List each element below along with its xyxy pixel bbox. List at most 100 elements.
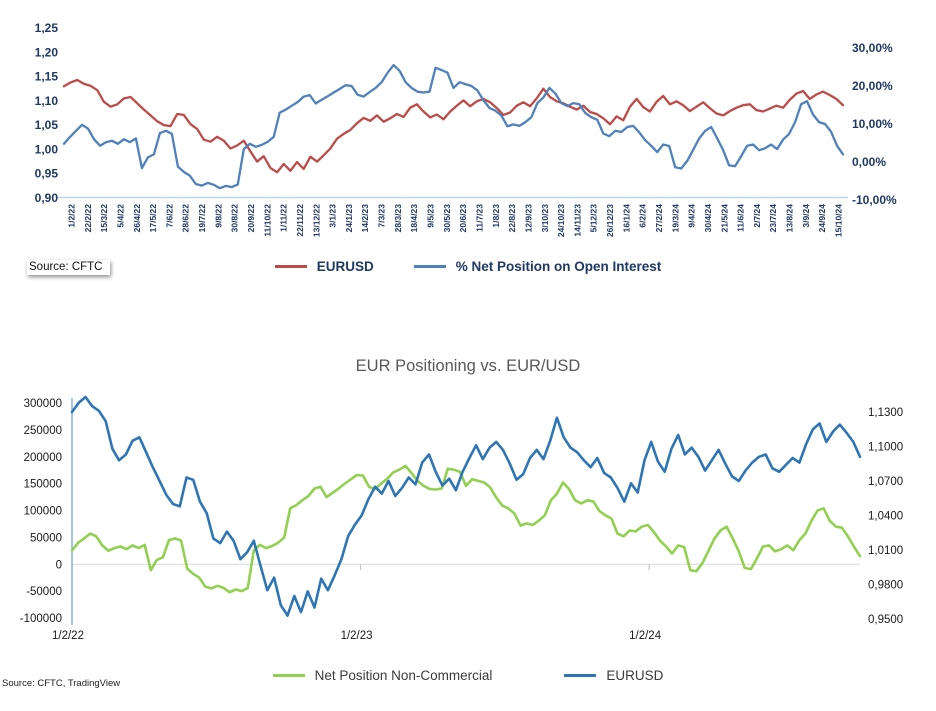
top-x-axis-label: 5/12/23	[589, 204, 599, 233]
top-legend: EURUSD % Net Position on Open Interest	[0, 259, 936, 274]
top-x-axis-label: 5/4/22	[115, 204, 125, 228]
top-x-axis-label: 22/11/22	[295, 204, 305, 237]
top-x-axis-label: 30/5/23	[442, 204, 452, 233]
top-x-axis-label: 9/4/24	[687, 204, 697, 228]
top-x-axis-label: 3/10/23	[540, 204, 550, 233]
top-x-axis-label: 3/9/24	[801, 204, 811, 228]
bottom-right-axis-label: 1,0400	[868, 511, 903, 523]
top-x-axis-label: 1/11/22	[279, 204, 289, 232]
top-x-axis-label: 30/4/24	[703, 204, 713, 233]
bottom-left-axis-label: 150000	[24, 479, 62, 491]
top-x-axis-label: 14/2/23	[360, 204, 370, 233]
top-x-axis-label: 28/6/22	[181, 204, 191, 233]
top-left-axis-label: 1,20	[35, 45, 59, 59]
net-position-pct-line	[62, 63, 845, 190]
top-x-axis-label: 11/7/23	[474, 204, 484, 232]
top-x-axis-label: 27/2/24	[654, 204, 664, 233]
legend-item-net-position: Net Position Non-Commercial	[272, 668, 493, 683]
bottom-right-axis-label: 0,9500	[868, 614, 903, 626]
eurusd-bottom-line-swatch	[564, 674, 597, 677]
bottom-left-axis-label: 250000	[24, 425, 62, 437]
bottom-left-axis-label: 100000	[24, 506, 62, 518]
bottom-right-axis-label: 1,0100	[868, 545, 903, 557]
top-right-axis-label: -10,00%	[852, 193, 897, 207]
top-left-axis-label: 0,95	[35, 167, 59, 181]
bottom-source-label: Source: CFTC, TradingView	[2, 678, 121, 689]
bottom-x-axis-label: 1/2/24	[629, 630, 662, 642]
top-x-axis-label: 11/6/24	[736, 204, 746, 232]
top-x-axis-label: 11/10/22	[262, 204, 272, 237]
top-left-axis-label: 1,00	[35, 142, 59, 156]
top-x-axis-label: 2/7/24	[752, 204, 762, 228]
top-left-axis-label: 1,25	[35, 21, 59, 35]
top-x-axis-label: 26/4/22	[132, 204, 142, 233]
top-x-axis-label: 14/11/23	[572, 204, 582, 237]
bottom-right-axis-label: 1,0700	[868, 476, 903, 488]
top-source-label: Source: CFTC	[27, 260, 110, 275]
top-x-axis-label: 21/5/24	[719, 204, 729, 233]
top-x-axis-label: 23/7/24	[768, 204, 778, 233]
bottom-right-axis-label: 0,9800	[868, 580, 903, 592]
top-x-axis-label: 9/5/23	[426, 204, 436, 228]
bottom-chart-plot: 300000 250000 200000 150000 100000 50000 0 -500…	[20, 395, 903, 642]
top-x-axis-label: 19/7/22	[197, 204, 207, 233]
bottom-right-axis-label: 1,1000	[868, 442, 903, 454]
bottom-left-axis-label: 0	[56, 559, 62, 571]
top-x-axis-label: 20/9/22	[246, 204, 256, 233]
top-x-axis-label: 16/1/24	[621, 204, 631, 233]
eurusd-bottom-line	[70, 395, 862, 617]
top-x-axis-label: 13/12/22	[311, 204, 321, 237]
top-left-axis-label: 1,05	[35, 118, 59, 132]
bottom-left-axis-label: -50000	[26, 586, 62, 598]
legend-label-eurusd: EURUSD	[316, 259, 374, 274]
legend-label-eurusd-bottom: EURUSD	[606, 668, 664, 683]
top-x-axis-label: 26/12/23	[605, 204, 615, 237]
top-x-axis-label: 24/1/23	[344, 204, 354, 233]
top-x-axis-label: 19/3/24	[670, 204, 680, 233]
top-right-axis-label: 10,00%	[852, 117, 893, 131]
top-x-axis-label: 18/4/23	[409, 204, 419, 233]
top-right-axis-label: 0,00%	[852, 155, 886, 169]
top-x-axis-label: 7/6/22	[164, 204, 174, 228]
top-x-axis-label: 1/8/23	[491, 204, 501, 228]
bottom-left-axis-label: 50000	[30, 532, 62, 544]
bottom-chart-title: EUR Positioning vs. EUR/USD	[355, 357, 581, 375]
top-left-axis-label: 1,10	[35, 94, 59, 108]
top-right-axis-label: 30,00%	[852, 41, 893, 55]
top-x-axis-label: 7/3/23	[377, 204, 387, 228]
net-position-line	[70, 464, 862, 594]
bottom-left-axis-label: 300000	[24, 398, 62, 410]
top-x-axis-label: 28/3/23	[393, 204, 403, 233]
bottom-right-axis-label: 1,1300	[868, 407, 903, 419]
legend-item-eurusd: EURUSD	[274, 259, 374, 274]
top-x-axis-label: 3/1/23	[328, 204, 338, 228]
net-position-line-swatch	[272, 674, 305, 677]
eurusd-line-swatch	[274, 265, 307, 268]
top-x-axis-label: 12/9/23	[523, 204, 533, 233]
top-x-axis-label: 20/6/23	[458, 204, 468, 233]
top-left-axis-label: 1,15	[35, 70, 59, 84]
legend-label-net-position-pct: % Net Position on Open Interest	[455, 259, 662, 274]
top-right-axis-label: 20,00%	[852, 79, 893, 93]
legend-item-net-position-pct: % Net Position on Open Interest	[413, 259, 662, 274]
bottom-legend: Net Position Non-Commercial EURUSD	[0, 668, 936, 683]
top-left-axis-label: 0,90	[35, 191, 59, 205]
top-x-axis-label: 22/2/22	[83, 204, 93, 233]
top-x-axis-label: 9/8/22	[213, 204, 223, 228]
top-chart-plot: 1,25 1,20 1,15 1,10 1,05 1,00 0,95 0,90 30,00% 20…	[35, 21, 897, 237]
top-x-axis-label: 15/10/24	[834, 204, 844, 237]
top-x-axis-label: 6/2/24	[638, 204, 648, 228]
bottom-left-axis-label: 200000	[24, 452, 62, 464]
top-x-axis-label: 30/8/22	[230, 204, 240, 233]
top-x-axis-label: 22/8/23	[507, 204, 517, 233]
legend-label-net-position: Net Position Non-Commercial	[314, 668, 493, 683]
top-x-axis-label: 24/9/24	[817, 204, 827, 233]
bottom-x-axis-label: 1/2/22	[52, 630, 84, 642]
eurusd-line	[62, 78, 845, 174]
legend-item-eurusd-bottom: EURUSD	[564, 668, 663, 683]
top-x-axis-label: 24/10/23	[556, 204, 566, 237]
top-x-axis-label: 15/3/22	[99, 204, 109, 233]
top-x-axis-label: 1/2/22	[67, 204, 77, 228]
bottom-x-axis-label: 1/2/23	[341, 630, 373, 642]
